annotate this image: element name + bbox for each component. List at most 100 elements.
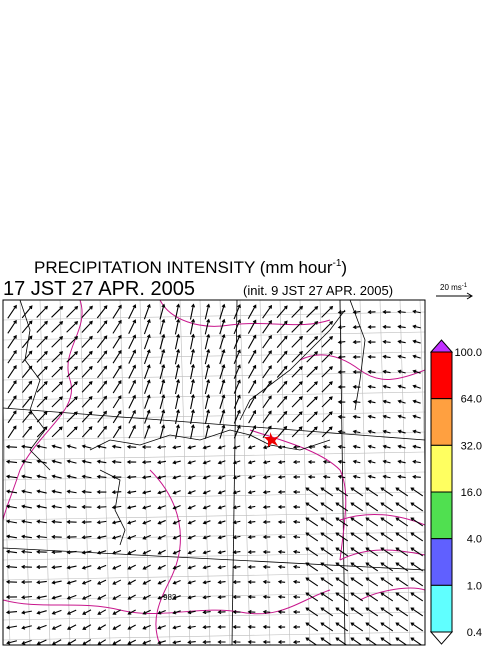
wind-arrow <box>96 444 107 449</box>
wind-arrow <box>262 505 271 510</box>
wind-arrow <box>292 519 301 524</box>
grid-line <box>359 300 371 645</box>
wind-arrow <box>305 577 319 587</box>
wind-arrow <box>174 378 181 395</box>
wind-arrow <box>262 594 271 599</box>
wind-arrow <box>189 318 196 335</box>
wind-arrow <box>51 565 62 570</box>
wind-arrow <box>7 425 17 439</box>
wind-arrow <box>276 365 288 378</box>
wind-arrow <box>247 445 256 450</box>
wind-arrow <box>157 625 166 630</box>
wind-arrow <box>97 624 107 630</box>
wind-arrow <box>247 364 257 379</box>
wind-arrow <box>187 565 196 570</box>
wind-arrow <box>335 517 349 527</box>
colorbar-label: 32.0 <box>461 440 482 452</box>
wind-arrow <box>81 320 93 333</box>
wind-arrow <box>306 411 318 423</box>
wind-arrow <box>305 487 319 497</box>
wind-arrow <box>96 505 107 510</box>
wind-arrow <box>395 532 409 542</box>
wind-arrow <box>352 340 361 345</box>
wind-arrow <box>395 487 409 497</box>
wind-arrow <box>81 396 93 408</box>
wind-arrow <box>111 505 122 510</box>
wind-arrow <box>202 565 211 570</box>
wind-arrow <box>142 505 152 510</box>
wind-arrow <box>187 580 196 585</box>
wind-arrow <box>7 334 17 349</box>
wind-arrow <box>142 549 151 555</box>
wind-arrow <box>7 380 17 394</box>
wind-arrow <box>219 333 226 350</box>
wind-arrow <box>382 429 391 434</box>
wind-arrow <box>36 519 47 524</box>
wind-arrow <box>190 393 195 410</box>
wind-arrow <box>112 410 122 424</box>
wind-arrow <box>382 369 391 374</box>
wind-arrow <box>187 535 196 540</box>
wind-arrow <box>382 399 391 404</box>
wind-arrow <box>112 564 122 570</box>
wind-arrow <box>292 594 301 599</box>
wind-arrow <box>277 490 286 495</box>
contour <box>3 589 331 615</box>
wind-arrow <box>141 475 152 480</box>
wind-arrow <box>174 348 181 365</box>
wind-arrow <box>142 624 151 630</box>
wind-arrow <box>277 594 286 599</box>
wind-arrow <box>232 594 241 600</box>
wind-arrow <box>217 550 226 555</box>
grid-line <box>3 391 425 401</box>
title-sup: -1 <box>332 258 341 269</box>
wind-arrow <box>276 350 288 363</box>
wind-arrow <box>382 414 391 419</box>
wind-arrow <box>352 429 361 434</box>
wind-arrow <box>397 324 406 329</box>
wind-arrow <box>337 325 346 330</box>
wind-arrow <box>127 609 136 615</box>
wind-arrow <box>247 579 256 584</box>
wind-arrow <box>21 350 33 364</box>
wind-arrow <box>410 487 424 497</box>
wind-arrow <box>51 444 62 449</box>
wind-arrow <box>219 303 226 320</box>
wind-arrow <box>66 519 77 524</box>
wind-arrow <box>66 609 77 615</box>
wind-arrow <box>352 459 361 464</box>
wind-arrow <box>262 380 272 394</box>
wind-arrow <box>204 394 211 410</box>
wind-arrow <box>112 624 121 630</box>
wind-arrow <box>320 577 334 587</box>
wind-arrow <box>66 320 79 333</box>
wind-arrow <box>337 444 346 449</box>
wind-arrow <box>352 325 361 330</box>
wind-arrow <box>36 350 48 363</box>
wind-arrow <box>305 622 319 632</box>
wind-arrow <box>172 610 181 615</box>
wind-arrow <box>233 379 241 394</box>
wind-arrow <box>305 607 319 617</box>
wind-arrow <box>248 379 257 394</box>
wind-arrow <box>305 532 319 542</box>
wind-arrow <box>159 333 166 350</box>
wind-arrow <box>233 319 241 335</box>
coastline <box>349 300 366 411</box>
wind-arrow <box>307 444 316 450</box>
wind-arrow <box>233 364 241 379</box>
wind-arrow <box>187 610 196 615</box>
wind-arrow <box>66 381 78 393</box>
wind-arrow <box>292 460 301 465</box>
wind-arrow <box>112 334 122 349</box>
map: 982 <box>2 299 426 646</box>
wind-arrow <box>5 444 18 449</box>
wind-arrow <box>365 532 379 542</box>
wind-arrow <box>410 547 424 557</box>
wind-arrow <box>277 475 286 480</box>
wind-arrow <box>380 502 394 512</box>
wind-arrow <box>262 445 271 450</box>
wind-arrow <box>82 609 92 615</box>
wind-arrow <box>367 459 376 464</box>
wind-arrow <box>81 459 92 464</box>
